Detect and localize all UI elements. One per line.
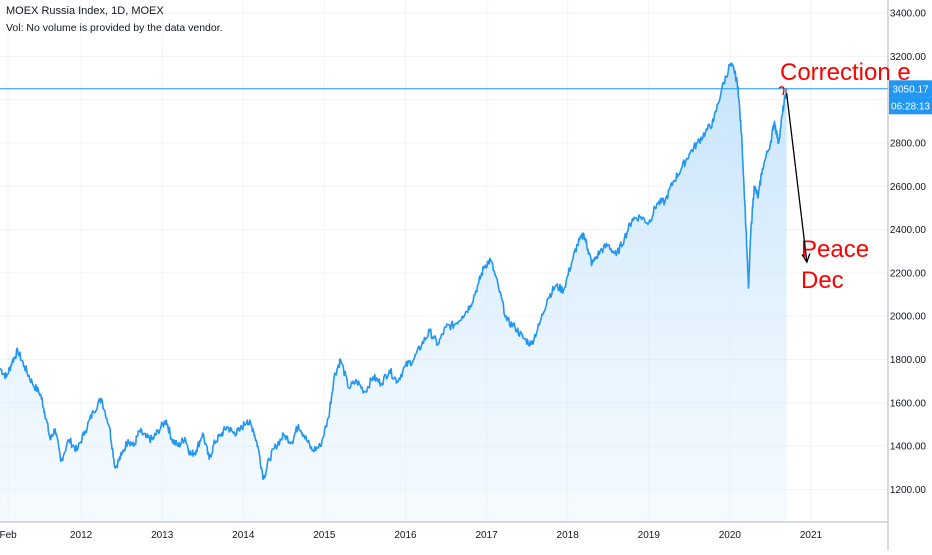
- y-tick-label: 1800.00: [890, 355, 927, 366]
- y-tick-label: 2000.00: [890, 312, 927, 323]
- annotation-correction: Correction e: [780, 59, 911, 86]
- x-tick-label: 2015: [313, 530, 336, 541]
- x-tick-label: 2020: [719, 530, 742, 541]
- x-tick-label: 2021: [800, 530, 823, 541]
- price-area-fill: [0, 63, 787, 523]
- y-tick-label: 2400.00: [890, 225, 927, 236]
- y-tick-label: 2200.00: [890, 268, 927, 279]
- annotations: Correction e Peace Dec: [778, 59, 911, 294]
- y-tick-label: 1200.00: [890, 485, 927, 496]
- price-label-box: [889, 80, 932, 98]
- price-area: [0, 63, 787, 523]
- x-tick-label: 2019: [638, 530, 661, 541]
- x-tick-label: 2017: [475, 530, 498, 541]
- price-labels: 3050.17 06:28:13: [889, 80, 932, 115]
- arrow-line: [785, 93, 808, 263]
- annotation-dec: Dec: [801, 267, 844, 294]
- x-tick-label: 2012: [70, 530, 93, 541]
- y-tick-label: 3400.00: [890, 8, 927, 19]
- x-tick-label: 2014: [232, 530, 255, 541]
- y-tick-label: 2800.00: [890, 138, 927, 149]
- price-line-series: [0, 62, 788, 480]
- annotation-bracket: [778, 86, 785, 96]
- volume-note: Vol: No volume is provided by the data v…: [6, 22, 223, 34]
- y-tick-label: 1400.00: [890, 442, 927, 453]
- price-label: 3050.17: [892, 84, 929, 95]
- y-tick-label: 3200.00: [890, 52, 927, 63]
- countdown-label-box: [889, 97, 932, 115]
- chart-title: MOEX Russia Index, 1D, MOEX: [6, 5, 164, 17]
- x-tick-label: Feb: [0, 530, 17, 541]
- y-tick-label: 2600.00: [890, 182, 927, 193]
- x-tick-label: 2013: [151, 530, 174, 541]
- countdown-label: 06:28:13: [891, 101, 930, 112]
- x-tick-label: 2018: [557, 530, 580, 541]
- arrow-head: [801, 253, 811, 264]
- annotation-peace: Peace: [801, 236, 869, 263]
- price-line: [0, 62, 788, 480]
- x-tick-label: 2016: [394, 530, 417, 541]
- arrows: [785, 93, 811, 264]
- y-tick-label: 1600.00: [890, 398, 927, 409]
- x-axis-ticks[interactable]: Feb 2012 2013 2014 2015 2016 2017 2018 2019 2020 2…: [0, 530, 823, 541]
